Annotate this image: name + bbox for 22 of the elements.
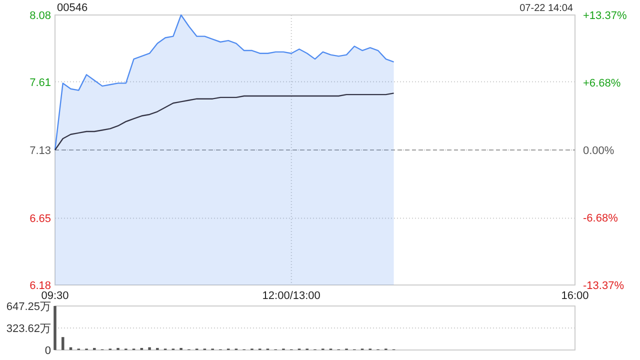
y2-tick-label: -6.68%: [583, 212, 618, 224]
y2-tick-label: 0.00%: [583, 145, 614, 157]
y-tick-label: 0: [44, 345, 51, 357]
y-tick-label: 323.62万: [6, 323, 51, 335]
x-tick-label: 12:00/13:00: [262, 290, 320, 302]
x-tick-label: 16:00: [561, 290, 589, 302]
x-tick-label: 09:30: [41, 290, 69, 302]
bar: [62, 337, 64, 350]
bar: [54, 306, 56, 350]
y-tick-label: 6.65: [30, 213, 51, 226]
text: 07-22 14:04: [520, 3, 574, 14]
y-tick-label: 6.18: [30, 280, 51, 292]
chart-title: 00546: [57, 2, 88, 14]
y-tick-label: 7.61: [30, 76, 51, 89]
y2-tick-label: -13.37%: [583, 280, 624, 292]
y2-tick-label: +13.37%: [583, 10, 627, 22]
y-tick-label: 7.13: [30, 145, 51, 157]
bar: [148, 347, 151, 350]
y-tick-label: 8.08: [30, 10, 51, 22]
line-series: [54, 92, 394, 151]
y2-tick-label: +6.68%: [583, 78, 621, 90]
y-tick-label: 647.25万: [6, 301, 51, 313]
